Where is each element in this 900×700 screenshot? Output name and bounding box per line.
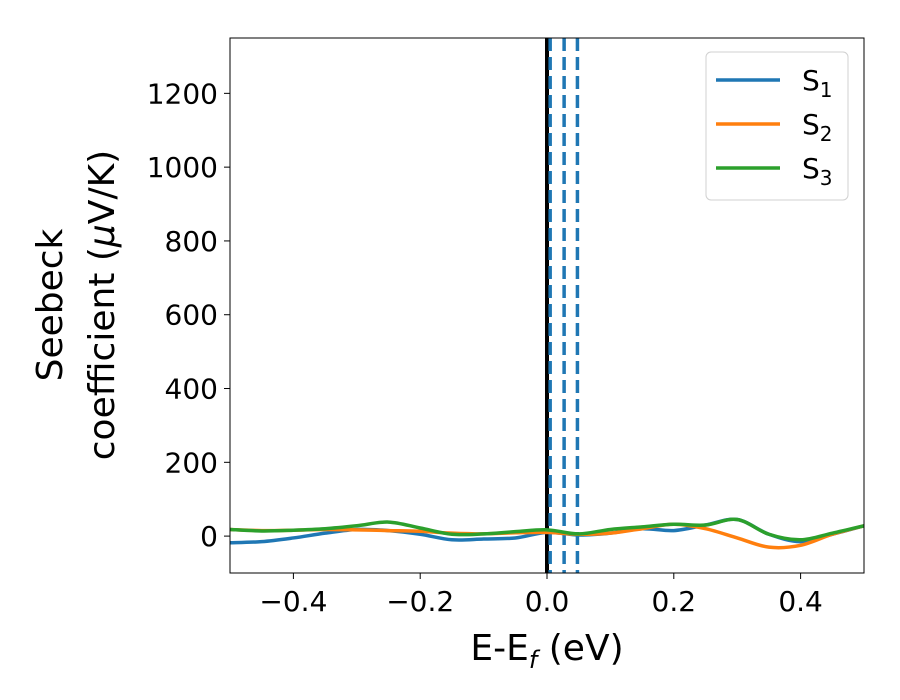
y-tick-label: 200: [165, 446, 218, 479]
y-tick-label: 1000: [147, 151, 218, 184]
series-lines: [230, 517, 864, 550]
x-tick-label: −0.4: [259, 585, 327, 618]
y-tick-label: 600: [165, 299, 218, 332]
y-tick-label: 0: [200, 520, 218, 553]
y-axis-label-line2: coefficient (μV/K): [82, 150, 123, 460]
x-tick-label: 0.4: [778, 585, 823, 618]
y-tick-label: 400: [165, 373, 218, 406]
reference-lines: [545, 38, 580, 573]
y-axis-label-line1: Seebeck: [30, 228, 71, 381]
legend: S1 S2 S3: [705, 51, 849, 201]
x-axis-label: E-Ef (eV): [470, 628, 623, 674]
y-tick-label: 800: [165, 225, 218, 258]
x-axis-ticks: −0.4 −0.2 0.0 0.2 0.4: [259, 573, 823, 618]
series-line-3: [230, 517, 864, 542]
legend-label-2: S2: [802, 108, 833, 146]
x-tick-label: −0.2: [386, 585, 454, 618]
x-tick-label: 0.2: [652, 585, 697, 618]
legend-box: [705, 51, 849, 201]
y-tick-label: 1200: [147, 77, 218, 110]
y-axis-label: Seebeck coefficient (μV/K): [30, 150, 123, 460]
legend-label-3: S3: [802, 152, 833, 190]
legend-label-1: S1: [802, 64, 833, 102]
x-tick-label: 0.0: [525, 585, 570, 618]
y-axis-ticks: 0 200 400 600 800 1000 1200: [147, 77, 230, 553]
